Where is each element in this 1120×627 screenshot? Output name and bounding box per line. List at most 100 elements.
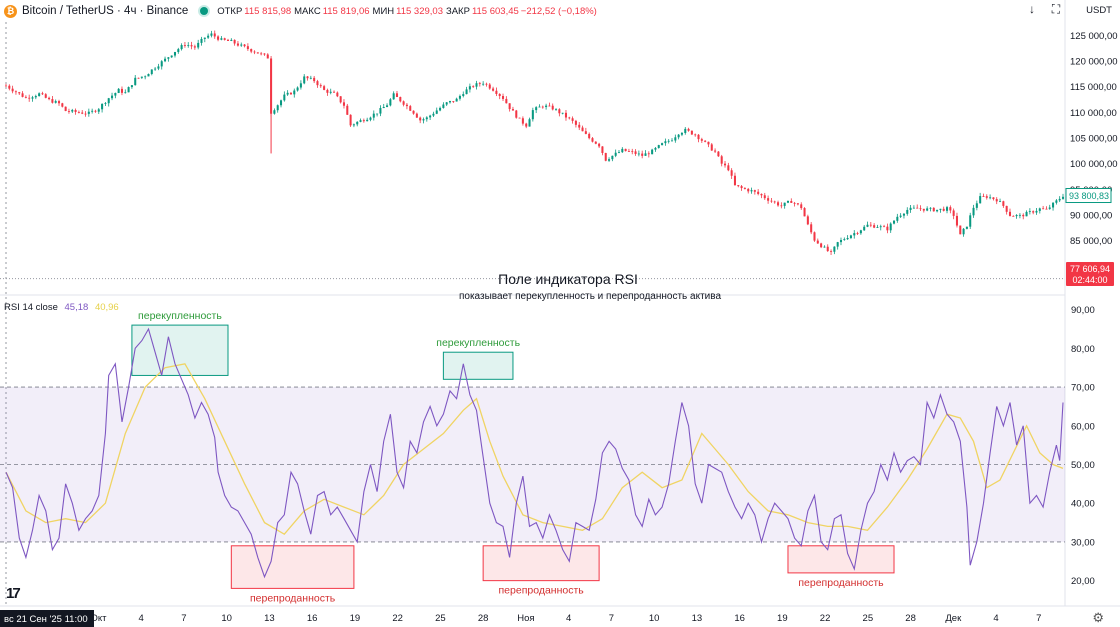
crosshair-date-label: вс 21 Сен '25 11:00 [4,614,88,625]
time-axis-tick-label: 28 [478,613,489,624]
candle-body [246,46,249,50]
candle-body [548,105,551,107]
candle-body [409,106,412,111]
candle-body [936,209,939,212]
candle-body [783,202,786,206]
candle-body [164,58,167,62]
candle-body [886,226,889,231]
rsi-legend-label[interactable]: RSI 14 close [4,302,58,313]
candle-body [475,83,478,87]
candle-body [757,191,760,194]
candle-body [415,113,418,118]
candle-body [51,99,54,103]
candle-body [203,37,206,39]
rsi-legend: RSI 14 close 45,18 40,96 [4,302,119,313]
candle-body [260,53,263,55]
time-axis-tick-label: 13 [264,613,275,624]
symbol-title[interactable]: Bitcoin / TetherUS · 4ч · Binance [22,5,189,17]
candle-body [995,199,998,202]
candle-body [28,97,31,99]
time-axis-tick-label: 19 [777,613,788,624]
candle-body [892,220,896,224]
candle-body [508,103,511,110]
rsi-panel-subtitle: показывает перекупленность и перепроданн… [459,291,721,302]
time-axis-tick-label: 7 [609,613,614,624]
candle-body [866,224,869,227]
candle-body [690,130,693,135]
candle-body [14,91,17,93]
candle-body [972,207,975,216]
candle-body [1015,215,1018,217]
currency-label[interactable]: USDT [1086,5,1112,16]
candle-body [372,113,375,118]
time-axis-tick-label: 22 [392,613,403,624]
rsi-panel-title: Поле индикатора RSI [498,271,638,287]
candle-body [439,107,442,111]
candle-body [124,92,127,94]
tradingview-logo[interactable]: 17 [6,585,21,602]
candle-body [303,76,306,84]
candle-body [574,120,577,125]
candle-body [578,124,581,128]
arrow-down-icon[interactable]: ↓ [1029,2,1035,16]
candle-body [581,127,584,132]
candle-body [1038,208,1041,211]
candle-body [482,83,485,85]
rsi-axis-tick-label: 20,00 [1071,576,1095,587]
time-axis-tick-label: Ноя [517,613,534,624]
candle-body [336,92,339,97]
candle-body [356,121,359,125]
candle-body [790,200,793,203]
candle-body [468,86,471,90]
candle-body [193,46,196,48]
candle-body [276,105,279,111]
candle-body [333,91,336,93]
candle-body [697,134,700,140]
high-value: 115 819,06 [322,5,370,17]
candle-body [588,133,591,139]
candle-body [846,238,849,240]
candle-body [677,134,680,138]
candle-body [836,242,839,247]
candle-body [359,120,362,122]
candle-body [823,246,826,248]
candle-body [213,33,216,37]
candle-body [594,141,597,144]
candle-body [511,109,514,111]
candle-body [939,208,942,210]
candle-body [707,141,710,145]
min-price-marker [1066,262,1114,286]
candle-body [77,112,80,113]
candle-body [405,104,408,107]
candle-body [67,111,70,112]
candle-body [922,208,925,211]
candle-body [293,90,296,95]
crosshair-date-badge [0,610,94,627]
candle-body [11,88,14,92]
candle-body [800,204,803,209]
candle-body [1018,214,1021,216]
gear-icon[interactable]: ⚙ [1092,610,1104,625]
candle-body [859,230,862,234]
candle-body [912,207,915,209]
candle-body [309,77,312,79]
time-axis-tick-label: 16 [734,613,745,624]
candle-body [627,151,630,152]
candle-body [525,123,528,127]
price-axis-tick-label: 90 000,00 [1070,211,1112,222]
overbought-label: перекупленность [138,310,222,322]
candle-body [140,76,143,78]
overbought-zone-box [442,351,514,380]
candle-body [339,96,342,103]
fullscreen-icon[interactable]: ⛶ [1051,2,1061,16]
time-axis-tick-label: 4 [566,613,571,624]
candle-body [717,151,720,157]
candle-body [770,200,773,202]
candle-body [737,185,740,187]
market-status-icon [200,7,209,15]
candle-body [442,104,445,108]
candle-body [531,110,534,120]
candle-body [187,45,190,46]
candle-body [518,117,521,119]
